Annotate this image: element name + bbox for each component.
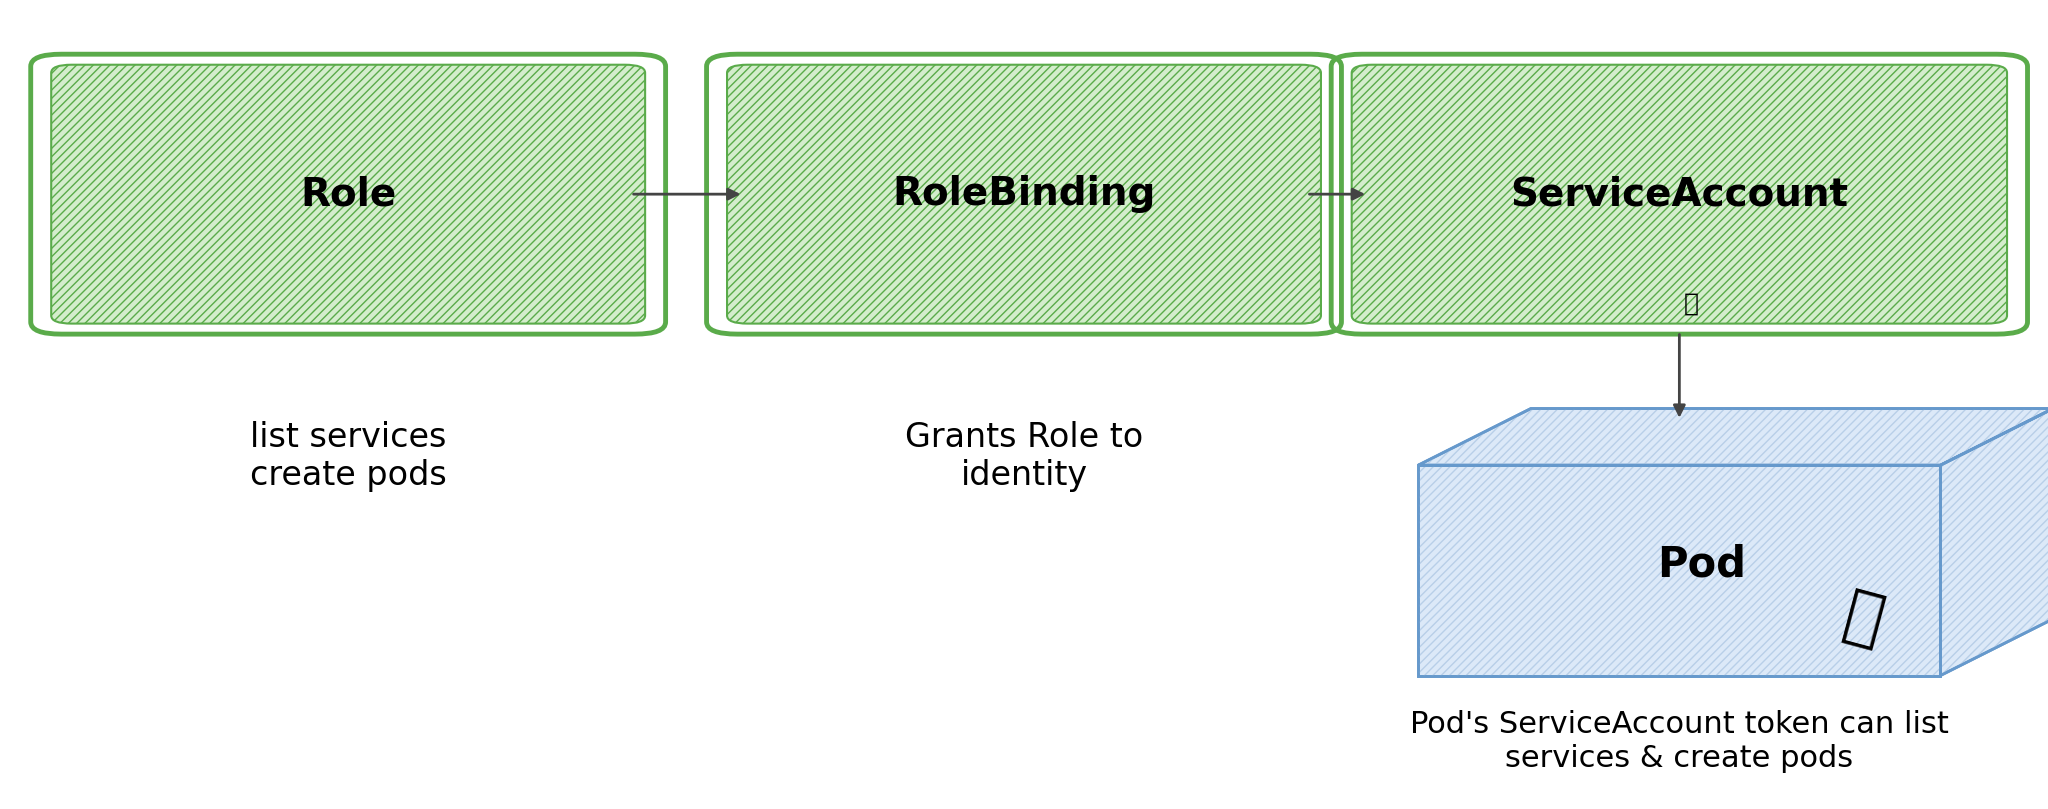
Text: Pod: Pod xyxy=(1657,544,1747,586)
FancyBboxPatch shape xyxy=(1352,65,2007,324)
Text: ServiceAccount: ServiceAccount xyxy=(1509,176,1849,213)
Text: 🔑: 🔑 xyxy=(1683,291,1700,316)
Polygon shape xyxy=(1417,409,2048,465)
Polygon shape xyxy=(1939,409,2048,676)
Text: RoleBinding: RoleBinding xyxy=(893,176,1155,213)
Text: 🔑: 🔑 xyxy=(1837,584,1890,654)
Polygon shape xyxy=(1417,465,1939,676)
FancyBboxPatch shape xyxy=(51,65,645,324)
Text: Pod's ServiceAccount token can list
services & create pods: Pod's ServiceAccount token can list serv… xyxy=(1409,710,1950,773)
Text: Role: Role xyxy=(301,176,395,213)
FancyBboxPatch shape xyxy=(727,65,1321,324)
Text: list services
create pods: list services create pods xyxy=(250,421,446,492)
Text: Grants Role to
identity: Grants Role to identity xyxy=(905,421,1143,492)
